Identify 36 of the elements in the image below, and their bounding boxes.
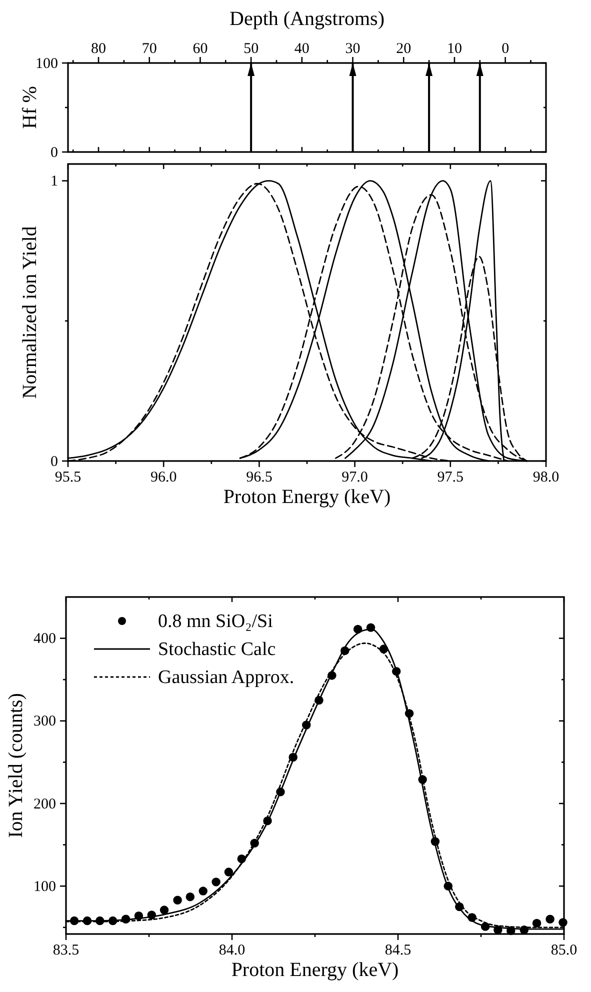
x-tick-label: 10 [446, 41, 462, 57]
x-axis-title: Proton Energy (keV) [223, 486, 391, 508]
x-tick-label: 98.0 [532, 470, 560, 486]
x-tick-label: 60 [192, 41, 208, 57]
y-axis-title: Hf % [19, 86, 41, 129]
x-tick-label: 30 [345, 41, 360, 57]
x-tick-label: 80 [91, 41, 106, 57]
legend-label: 0.8 mn SiO₂/Si [158, 611, 273, 632]
y-tick-label: 100 [36, 56, 58, 72]
x-tick-label: 84.0 [218, 942, 246, 959]
x-tick-label: 97.5 [437, 470, 464, 486]
x-tick-label: 0 [502, 41, 510, 57]
y-tick-label: 200 [34, 796, 56, 812]
y-tick-label: 100 [34, 878, 56, 895]
x-tick-label: 50 [244, 41, 259, 57]
legend-label: Stochastic Calc [158, 639, 276, 660]
y-tick-label: 1 [50, 174, 58, 190]
y-tick-label: 400 [34, 631, 56, 648]
y-tick-label: 300 [34, 714, 56, 730]
x-axis-title: Proton Energy (keV) [231, 959, 399, 981]
x-tick-label: 97.0 [342, 470, 368, 486]
x-tick-label: 85.0 [550, 942, 578, 959]
x-tick-label: 95.5 [54, 470, 82, 486]
y-axis-title: Normalized ion Yield [19, 226, 41, 399]
x-axis-title: Depth (Angstroms) [230, 8, 384, 30]
y-axis-title: Ion Yield (counts) [5, 693, 27, 838]
y-tick-label: 0 [50, 144, 58, 161]
x-tick-label: 96.5 [246, 470, 272, 486]
x-tick-label: 20 [396, 41, 412, 57]
x-tick-label: 84.5 [384, 942, 412, 959]
x-tick-label: 40 [294, 41, 310, 57]
y-tick-label: 0 [50, 454, 58, 470]
legend-label: Gaussian Approx. [158, 667, 294, 688]
x-tick-label: 96.0 [150, 470, 177, 486]
x-tick-label: 83.5 [52, 942, 80, 959]
x-tick-label: 70 [142, 41, 157, 57]
